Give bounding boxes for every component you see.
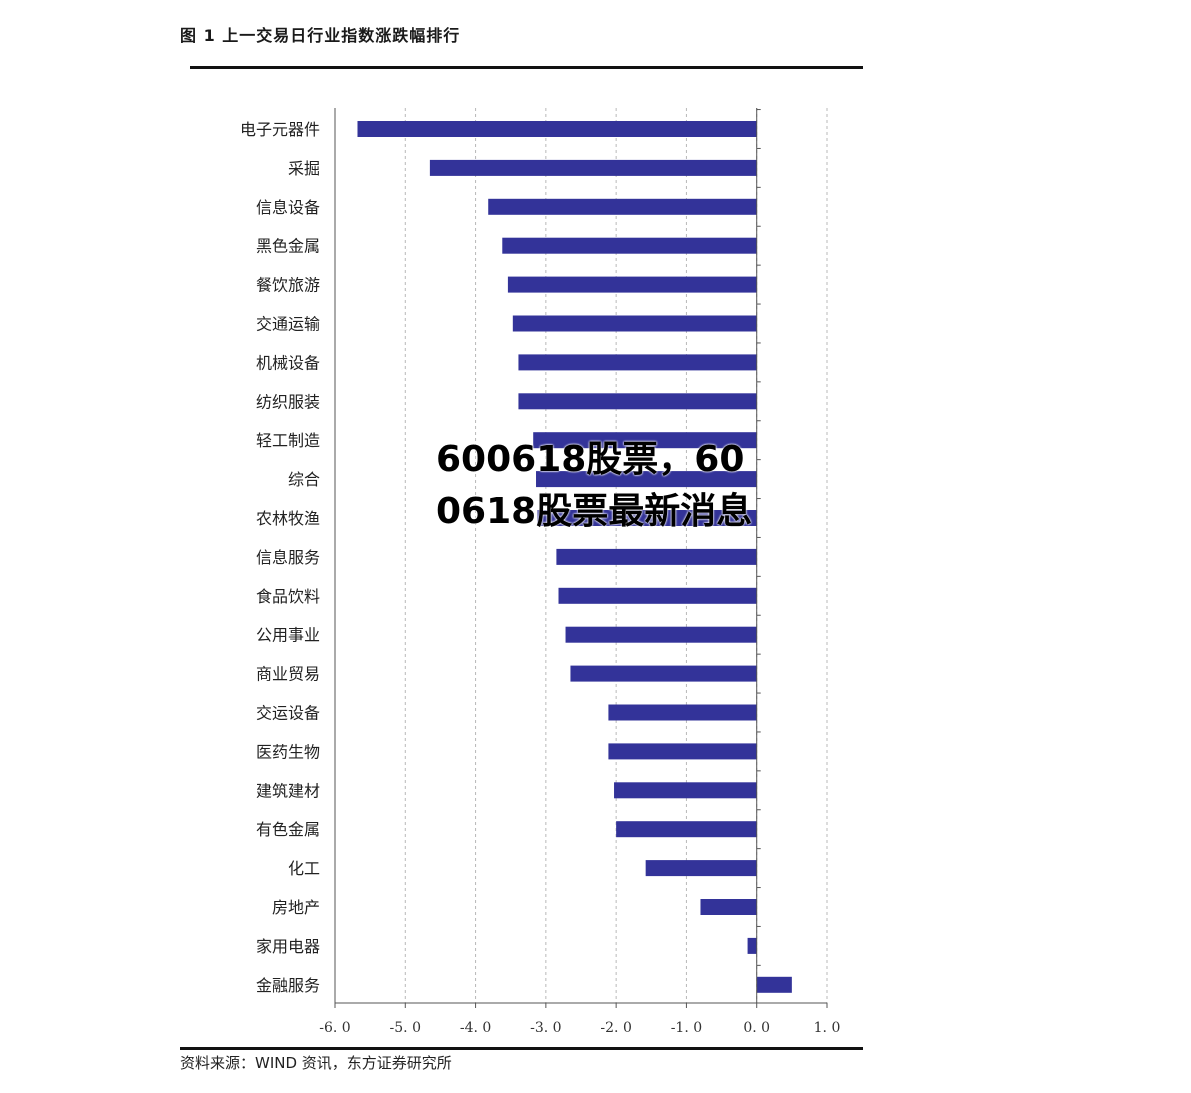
- category-label: 轻工制造: [256, 431, 320, 450]
- category-label: 农林牧渔: [256, 509, 320, 528]
- bar: [558, 587, 757, 604]
- axes: [334, 108, 828, 1008]
- bar: [756, 976, 792, 993]
- figure-title: 图 1 上一交易日行业指数涨跌幅排行: [180, 26, 461, 45]
- category-label: 电子元器件: [240, 120, 320, 139]
- bar: [536, 471, 757, 488]
- bar: [556, 548, 757, 565]
- category-label: 金融服务: [256, 976, 320, 995]
- bar: [616, 821, 757, 838]
- bar: [614, 782, 757, 799]
- category-labels: 电子元器件采掘信息设备黑色金属餐饮旅游交通运输机械设备纺织服装轻工制造综合农林牧…: [240, 120, 320, 995]
- bar: [507, 276, 757, 293]
- category-label: 建筑建材: [256, 781, 320, 800]
- category-label: 黑色金属: [256, 237, 320, 256]
- category-label: 医药生物: [256, 742, 320, 761]
- category-label: 交运设备: [256, 704, 320, 723]
- bar: [512, 315, 757, 332]
- bar: [518, 354, 757, 371]
- bar: [570, 665, 757, 682]
- x-tick-label: 0. 0: [743, 1020, 770, 1036]
- overlay-title: 600618股票，600618股票最新消息: [436, 439, 753, 532]
- category-label: 有色金属: [256, 820, 320, 839]
- category-label: 公用事业: [256, 626, 320, 645]
- category-label: 信息服务: [256, 548, 320, 567]
- bar: [518, 393, 757, 410]
- bar: [700, 899, 757, 915]
- x-tick-label: -1. 0: [671, 1020, 702, 1036]
- category-label: 信息设备: [256, 198, 320, 217]
- bars: [357, 121, 792, 993]
- bar: [565, 626, 757, 643]
- x-tick-labels: -6. 0 -5. 0 -4. 0 -3. 0 -2. 0 -1. 0 0. 0 1. 0: [319, 1020, 840, 1036]
- category-label: 综合: [288, 470, 320, 489]
- bar: [537, 510, 757, 526]
- bar: [608, 704, 757, 721]
- top-rule: [190, 66, 863, 69]
- category-label: 家用电器: [256, 937, 320, 956]
- category-label: 商业贸易: [256, 665, 320, 684]
- x-tick-label: -6. 0: [319, 1020, 350, 1036]
- x-tick-label: -3. 0: [530, 1020, 561, 1036]
- bar: [429, 159, 757, 176]
- category-label: 机械设备: [256, 353, 320, 372]
- bar: [747, 937, 757, 954]
- category-label: 房地产: [272, 898, 320, 917]
- category-label: 交通运输: [256, 315, 320, 334]
- x-tick-label: -4. 0: [460, 1020, 491, 1036]
- bar: [357, 121, 757, 137]
- category-label: 纺织服装: [256, 392, 320, 411]
- category-label: 化工: [288, 859, 320, 878]
- bar: [488, 198, 757, 215]
- category-label: 食品饮料: [256, 587, 320, 606]
- category-label: 餐饮旅游: [256, 276, 320, 295]
- source-note: 资料来源：WIND 资讯，东方证券研究所: [180, 1054, 452, 1072]
- x-tick-label: -2. 0: [600, 1020, 631, 1036]
- x-tick-label: 1. 0: [814, 1020, 841, 1036]
- bar: [533, 432, 757, 449]
- bar: [645, 860, 757, 877]
- x-tick-label: -5. 0: [390, 1020, 421, 1036]
- bottom-rule: [180, 1047, 863, 1050]
- category-label: 采掘: [288, 159, 320, 178]
- bar: [502, 237, 757, 254]
- bar: [608, 743, 757, 760]
